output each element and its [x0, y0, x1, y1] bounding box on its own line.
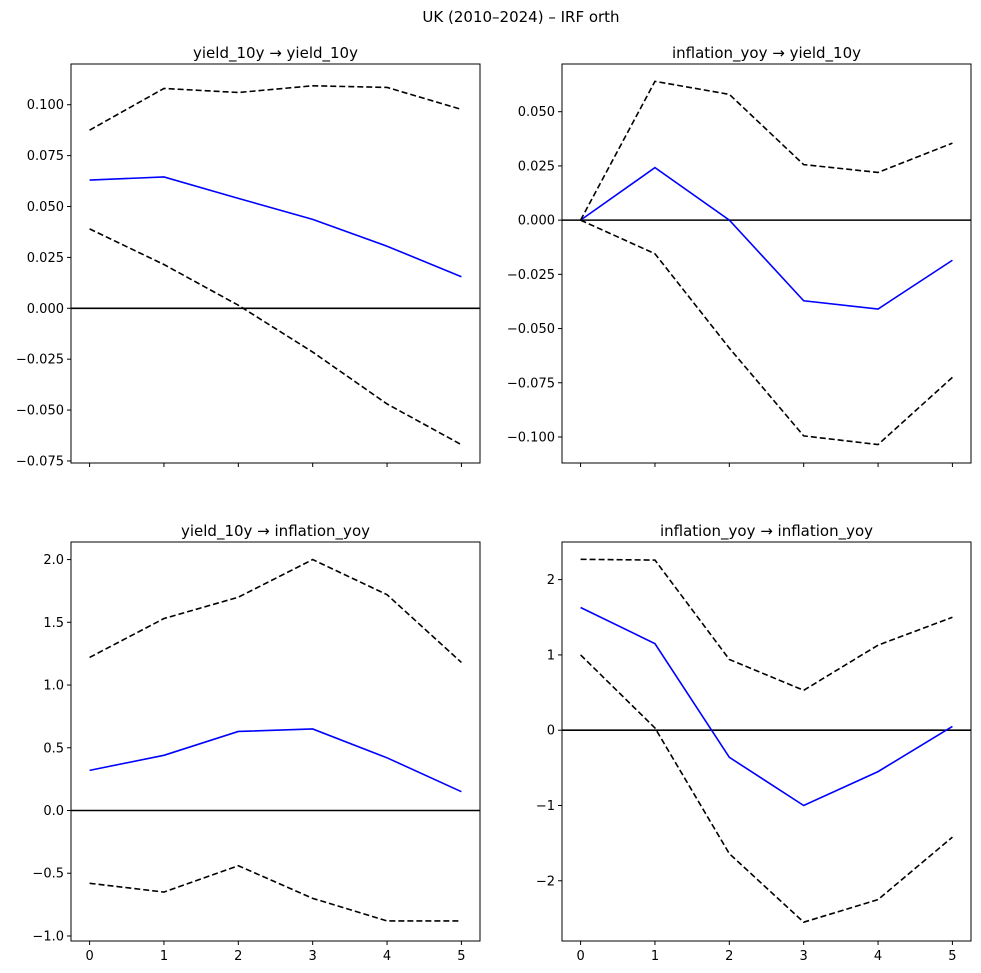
y-tick-label: −2 — [536, 874, 555, 889]
y-tick-label: −0.025 — [16, 353, 64, 368]
panel-0: yield_10y → yield_10y −0.075 −0.050 −0.025 0… — [16, 44, 481, 469]
y-tick-label: 0.050 — [518, 105, 555, 120]
y-tick-label: 0.000 — [518, 214, 555, 229]
x-tick-label: 5 — [948, 949, 956, 964]
panel-3: inflation_yoy → inflation_yoy −2 −1 0 1 2 0 1 2 3… — [536, 522, 972, 964]
x-tick-label: 5 — [457, 949, 465, 964]
x-tick-label: 4 — [874, 949, 882, 964]
plot-frame — [561, 63, 972, 464]
panel-2: yield_10y → inflation_yoy −1.0 −0.5 0.0 0.5 1… — [32, 522, 481, 964]
plot-frame — [70, 63, 481, 464]
y-tick-label: −0.5 — [32, 867, 64, 882]
lower-ci-line — [89, 864, 462, 922]
figure-title: UK (2010–2024) – IRF orth — [422, 8, 619, 26]
lower-ci-line — [580, 219, 953, 446]
lower-ci-line — [89, 228, 462, 446]
y-tick-label: 1.0 — [43, 679, 64, 694]
x-tick-label: 2 — [234, 949, 242, 964]
lower-ci-line — [580, 654, 953, 924]
y-tick-label: −0.075 — [16, 454, 64, 469]
y-tick-label: 0.000 — [27, 302, 64, 317]
y-tick-label: 0.025 — [27, 251, 64, 266]
y-tick-label: 0.075 — [27, 149, 64, 164]
plot-frame — [561, 541, 972, 942]
y-tick-label: 0.100 — [27, 98, 64, 113]
x-tick-label: 0 — [576, 949, 584, 964]
x-tick-label: 3 — [800, 949, 808, 964]
y-tick-label: −1 — [536, 799, 555, 814]
y-tick-label: 0.0 — [43, 804, 64, 819]
x-tick-label: 0 — [85, 949, 93, 964]
y-tick-label: −0.050 — [16, 404, 64, 419]
plot-frame — [70, 541, 481, 942]
y-tick-label: 0.050 — [27, 200, 64, 215]
x-tick-label: 1 — [651, 949, 659, 964]
irf-line — [89, 176, 462, 278]
panel-title: inflation_yoy → yield_10y — [672, 44, 861, 63]
y-tick-label: −1.0 — [32, 929, 64, 944]
y-tick-label: −0.100 — [507, 430, 555, 445]
panels: yield_10y → yield_10y −0.075 −0.050 −0.025 0… — [16, 44, 972, 964]
y-tick-label: 0.025 — [518, 159, 555, 174]
irf-line — [580, 606, 953, 807]
y-tick-label: 0 — [547, 724, 555, 739]
upper-ci-line — [580, 558, 953, 692]
y-tick-label: 1.5 — [43, 616, 64, 631]
irf-line — [580, 166, 953, 310]
y-tick-label: 1 — [547, 648, 555, 663]
upper-ci-line — [89, 558, 462, 664]
panel-1: inflation_yoy → yield_10y −0.100 −0.075 −0.… — [507, 44, 972, 467]
panel-title: inflation_yoy → inflation_yoy — [660, 522, 873, 541]
x-tick-label: 2 — [725, 949, 733, 964]
panel-title: yield_10y → yield_10y — [193, 44, 358, 63]
y-tick-label: −0.050 — [507, 322, 555, 337]
panel-title: yield_10y → inflation_yoy — [181, 522, 370, 541]
y-tick-label: −0.025 — [507, 268, 555, 283]
y-tick-label: 0.5 — [43, 741, 64, 756]
y-tick-label: 2.0 — [43, 553, 64, 568]
x-tick-label: 4 — [383, 949, 391, 964]
x-tick-label: 3 — [309, 949, 317, 964]
irf-line — [89, 728, 462, 793]
upper-ci-line — [579, 80, 953, 221]
x-tick-label: 1 — [160, 949, 168, 964]
y-tick-label: 2 — [547, 573, 555, 588]
y-tick-label: −0.075 — [507, 376, 555, 391]
